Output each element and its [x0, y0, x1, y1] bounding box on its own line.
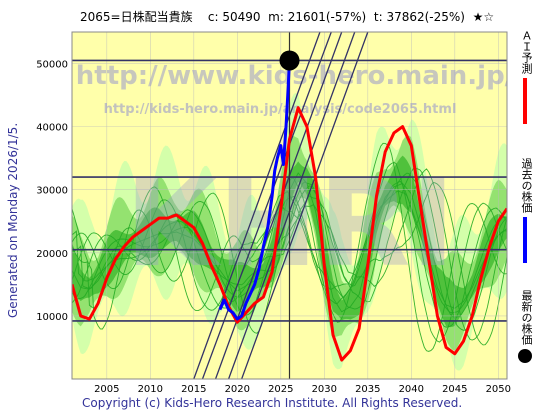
legend-ai-forecast-label: ＡＩ予測 [520, 30, 533, 74]
x-tick-label-2050: 2050 [486, 384, 511, 395]
y-tick-label-10000: 10000 [36, 312, 68, 323]
x-tick-label-2025: 2025 [268, 384, 293, 395]
legend-latest-price: 最新の株価 [518, 290, 534, 363]
legend-latest-price-label: 最新の株価 [520, 290, 533, 345]
x-tick-label-2040: 2040 [399, 384, 424, 395]
y-axis-ticks: 10000 20000 30000 40000 50000 [36, 60, 68, 323]
legend-past-price-label: 過去の株価 [520, 158, 533, 213]
legend-latest-price-dot [518, 349, 532, 363]
target-value: t: 37862(-25%) [373, 10, 465, 24]
chart-header: 2065=日株配当貴族 c: 50490 m: 21601(-57%) t: 3… [80, 8, 494, 25]
y-tick-label-30000: 30000 [36, 186, 68, 197]
plot-frame [71, 31, 508, 380]
x-tick-label-2045: 2045 [442, 384, 467, 395]
legend-ai-forecast-swatch [523, 78, 527, 124]
trend-line-3 [227, 32, 356, 379]
mean-value: m: 21601(-57%) [268, 10, 367, 24]
legend-past-price-swatch [523, 217, 527, 263]
x-tick-label-2020: 2020 [225, 384, 250, 395]
legend-ai-forecast: ＡＩ予測 [518, 30, 534, 124]
trend-line-1 [201, 32, 332, 379]
trend-line-4 [241, 32, 369, 379]
legend: ＡＩ予測 過去の株価 最新の株価 [512, 30, 552, 380]
trend-line-0 [193, 32, 321, 379]
past-price-line [218, 60, 291, 321]
y-tick-label-50000: 50000 [36, 60, 68, 71]
trend-lines [193, 32, 369, 379]
stock-code-name: 2065=日株配当貴族 [80, 10, 193, 24]
x-tick-label-2005: 2005 [94, 384, 119, 395]
y-tick-label-20000: 20000 [36, 249, 68, 260]
ai-forecast-line [72, 106, 507, 362]
watermark-path: http://kids-hero.main.jp/analysis/code20… [104, 102, 457, 117]
x-axis-ticks: 2005 2010 2015 2020 2025 2030 2035 2040 2045 2050 [94, 384, 511, 395]
x-tick-label-2035: 2035 [355, 384, 380, 395]
latest-price-dot [279, 50, 300, 71]
band-core [72, 155, 507, 328]
x-tick-label-2010: 2010 [138, 384, 163, 395]
rating-stars: ★☆ [472, 10, 495, 24]
current-value: c: 50490 [207, 10, 261, 24]
x-tick-label-2030: 2030 [312, 384, 337, 395]
x-tick-label-2015: 2015 [181, 384, 206, 395]
y-tick-label-40000: 40000 [36, 123, 68, 134]
copyright-footer: Copyright (c) Kids-Hero Research Institu… [82, 396, 463, 410]
legend-past-price: 過去の株価 [518, 158, 534, 263]
